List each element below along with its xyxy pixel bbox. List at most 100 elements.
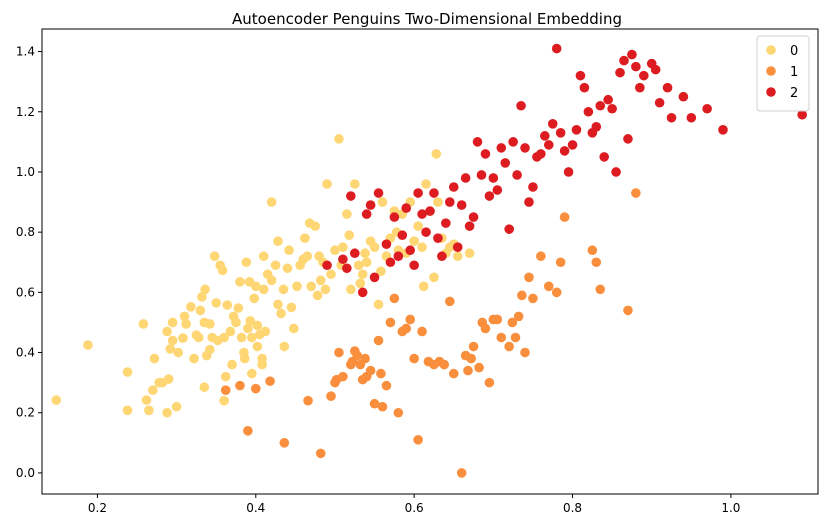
data-point [326, 391, 336, 401]
data-point [559, 212, 570, 222]
data-point [595, 100, 606, 111]
data-point [286, 302, 297, 313]
data-point [365, 200, 376, 210]
data-point [209, 251, 220, 262]
data-point [409, 236, 419, 246]
data-point [310, 221, 320, 231]
data-point [231, 317, 241, 328]
data-point [326, 269, 336, 280]
data-point [357, 287, 368, 298]
data-point [401, 323, 412, 334]
data-point [456, 468, 467, 478]
data-point [524, 197, 534, 207]
data-point [571, 125, 582, 135]
data-point [492, 314, 503, 325]
data-point [516, 100, 526, 111]
data-point [138, 319, 149, 329]
data-point [405, 314, 416, 325]
legend-marker [766, 87, 776, 97]
data-point [349, 248, 360, 259]
data-point [162, 407, 172, 418]
data-point [235, 380, 245, 391]
legend-label: 2 [790, 86, 798, 101]
data-point [279, 438, 290, 448]
data-point [381, 380, 392, 391]
x-tick-label: 0.8 [563, 501, 582, 515]
data-point [365, 365, 376, 376]
data-point [468, 341, 479, 352]
data-point [413, 188, 423, 198]
data-point [421, 227, 431, 237]
data-point [464, 248, 475, 259]
data-point [360, 248, 370, 259]
data-point [607, 103, 617, 114]
data-point [273, 299, 283, 310]
data-point [631, 188, 641, 198]
data-point [369, 242, 380, 252]
data-point [376, 266, 386, 277]
legend-marker [766, 66, 776, 76]
data-point [460, 173, 471, 183]
data-point [536, 251, 546, 262]
data-point [377, 197, 388, 207]
data-point [360, 353, 370, 364]
data-point [266, 275, 277, 286]
data-point [344, 230, 355, 240]
data-point [193, 332, 204, 343]
data-point [197, 292, 207, 302]
data-point [421, 179, 431, 189]
data-point [463, 365, 473, 376]
data-point [122, 405, 133, 416]
data-point [247, 368, 257, 379]
data-point [171, 401, 182, 412]
data-point [543, 281, 554, 292]
data-point [251, 281, 261, 292]
x-tick-label: 0.6 [405, 501, 424, 515]
chart-title: Autoencoder Penguins Two-Dimensional Emb… [232, 10, 622, 28]
data-point [563, 167, 574, 177]
data-point [167, 317, 178, 328]
data-point [200, 284, 210, 295]
data-point [512, 170, 522, 180]
data-point [233, 303, 244, 313]
data-point [504, 224, 514, 234]
data-point [265, 376, 275, 386]
data-point [484, 377, 495, 388]
data-point [393, 251, 404, 262]
data-point [702, 103, 712, 114]
x-tick-label: 1.0 [721, 501, 740, 515]
data-point [650, 64, 661, 75]
data-point [239, 353, 250, 364]
data-point [266, 197, 277, 207]
data-point [279, 341, 290, 352]
data-point [389, 212, 400, 222]
data-point [302, 251, 313, 262]
data-point [433, 197, 443, 207]
data-point [389, 293, 400, 304]
data-point [401, 203, 412, 213]
data-point [431, 149, 442, 159]
data-point [148, 385, 158, 395]
data-point [249, 293, 260, 304]
data-point [468, 212, 479, 222]
data-point [300, 233, 310, 243]
data-point [243, 426, 253, 436]
data-point [220, 385, 231, 395]
data-point [376, 368, 386, 379]
data-point [417, 326, 427, 337]
data-point [445, 197, 455, 207]
data-point [251, 383, 261, 394]
data-point [686, 112, 697, 123]
data-point [385, 317, 396, 328]
data-point [369, 272, 380, 283]
data-point [555, 128, 566, 138]
data-point [623, 134, 633, 144]
data-point [258, 251, 269, 262]
data-point [417, 209, 427, 219]
data-point [452, 242, 463, 252]
data-point [377, 401, 388, 412]
data-point [520, 347, 530, 358]
data-point [448, 368, 459, 379]
y-tick-label: 1.0 [16, 165, 35, 179]
